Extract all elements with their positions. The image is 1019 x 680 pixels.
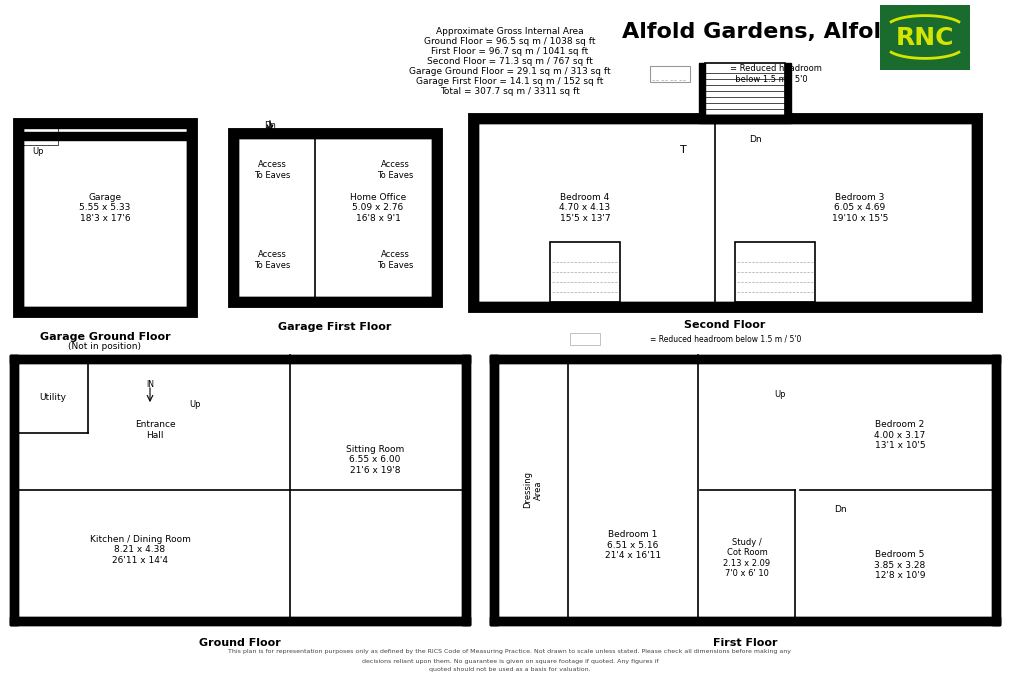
Bar xyxy=(735,242,814,302)
Bar xyxy=(10,617,470,625)
Bar xyxy=(10,617,470,625)
Bar xyxy=(432,130,439,305)
Text: Total = 307.7 sq m / 3311 sq ft: Total = 307.7 sq m / 3311 sq ft xyxy=(439,88,580,97)
Text: Kitchen / Dining Room
8.21 x 4.38
26'11 x 14'4: Kitchen / Dining Room 8.21 x 4.38 26'11 … xyxy=(90,535,191,565)
Bar xyxy=(971,115,979,310)
Bar xyxy=(15,132,195,140)
Text: Dressing
Area: Dressing Area xyxy=(523,471,542,509)
Bar xyxy=(229,130,439,305)
Bar xyxy=(704,115,785,123)
Text: Bedroom 4
4.70 x 4.13
15'5 x 13'7: Bedroom 4 4.70 x 4.13 15'5 x 13'7 xyxy=(558,193,610,223)
Text: Ground Floor = 96.5 sq m / 1038 sq ft: Ground Floor = 96.5 sq m / 1038 sq ft xyxy=(424,37,595,46)
Bar xyxy=(489,355,497,625)
Bar xyxy=(10,355,470,625)
Bar xyxy=(489,617,999,625)
Bar xyxy=(18,123,58,145)
Text: Utility: Utility xyxy=(40,394,66,403)
Bar xyxy=(879,5,969,70)
Bar xyxy=(15,120,195,128)
Text: Up: Up xyxy=(190,401,201,409)
Text: Garage Ground Floor: Garage Ground Floor xyxy=(40,332,170,342)
Text: Access
To Eaves: Access To Eaves xyxy=(254,160,289,180)
Text: Garage
5.55 x 5.33
18'3 x 17'6: Garage 5.55 x 5.33 18'3 x 17'6 xyxy=(79,193,130,223)
Bar xyxy=(470,115,478,310)
Text: Up: Up xyxy=(773,390,785,399)
Text: Bedroom 1
6.51 x 5.16
21'4 x 16'11: Bedroom 1 6.51 x 5.16 21'4 x 16'11 xyxy=(604,530,660,560)
Bar xyxy=(470,302,979,310)
Text: Alfold Gardens, Alfold: Alfold Gardens, Alfold xyxy=(622,22,897,42)
Bar xyxy=(15,307,195,315)
Bar xyxy=(229,130,439,138)
Text: Access
To Eaves: Access To Eaves xyxy=(254,250,289,270)
Bar xyxy=(15,307,195,315)
Text: RNC: RNC xyxy=(895,26,954,50)
Bar xyxy=(229,130,237,305)
Text: Access
To Eaves: Access To Eaves xyxy=(376,160,413,180)
Text: = Reduced headroom below 1.5 m / 5'0: = Reduced headroom below 1.5 m / 5'0 xyxy=(649,335,801,343)
Text: decisions reliant upon them. No guarantee is given on square footage if quoted. : decisions reliant upon them. No guarante… xyxy=(362,658,657,664)
Text: Entrance
Hall: Entrance Hall xyxy=(135,420,175,440)
Text: Ground Floor: Ground Floor xyxy=(199,638,280,648)
Bar xyxy=(186,120,195,315)
Text: quoted should not be used as a basis for valuation.: quoted should not be used as a basis for… xyxy=(429,668,590,673)
Bar xyxy=(229,297,439,305)
Bar xyxy=(186,120,195,315)
Text: Bedroom 5
3.85 x 3.28
12'8 x 10'9: Bedroom 5 3.85 x 3.28 12'8 x 10'9 xyxy=(873,550,924,580)
Text: Dn: Dn xyxy=(833,505,846,515)
Text: T: T xyxy=(679,145,686,155)
Bar xyxy=(432,130,439,305)
Text: Approximate Gross Internal Area: Approximate Gross Internal Area xyxy=(436,27,583,37)
Bar xyxy=(229,130,439,138)
Text: Second Floor: Second Floor xyxy=(684,320,765,330)
Bar xyxy=(489,617,999,625)
Bar xyxy=(470,302,979,310)
Text: = Reduced headroom
  below 1.5 m / 5'0: = Reduced headroom below 1.5 m / 5'0 xyxy=(730,65,821,84)
Bar xyxy=(10,355,18,625)
Bar xyxy=(549,242,620,302)
Text: Bedroom 3
6.05 x 4.69
19'10 x 15'5: Bedroom 3 6.05 x 4.69 19'10 x 15'5 xyxy=(832,193,888,223)
Text: Garage Ground Floor = 29.1 sq m / 313 sq ft: Garage Ground Floor = 29.1 sq m / 313 sq… xyxy=(409,67,610,77)
Bar xyxy=(470,115,979,123)
Bar xyxy=(704,63,785,123)
Bar xyxy=(570,333,599,345)
Text: Dn: Dn xyxy=(748,135,760,145)
Bar xyxy=(489,355,999,363)
Text: Bedroom 2
4.00 x 3.17
13'1 x 10'5: Bedroom 2 4.00 x 3.17 13'1 x 10'5 xyxy=(873,420,924,450)
Text: Dn: Dn xyxy=(264,120,276,129)
Text: Second Floor = 71.3 sq m / 767 sq ft: Second Floor = 71.3 sq m / 767 sq ft xyxy=(427,58,592,67)
Bar xyxy=(229,297,439,305)
Bar xyxy=(470,115,979,310)
Bar xyxy=(10,355,18,625)
Bar xyxy=(971,115,979,310)
Text: This plan is for representation purposes only as defined by the RICS Code of Mea: This plan is for representation purposes… xyxy=(228,649,791,654)
Bar xyxy=(15,120,195,315)
Text: Home Office
5.09 x 2.76
16'8 x 9'1: Home Office 5.09 x 2.76 16'8 x 9'1 xyxy=(350,193,406,223)
Text: First Floor = 96.7 sq m / 1041 sq ft: First Floor = 96.7 sq m / 1041 sq ft xyxy=(431,48,588,56)
Text: First Floor: First Floor xyxy=(712,638,776,648)
Text: Garage First Floor: Garage First Floor xyxy=(278,322,391,332)
Bar xyxy=(470,115,478,310)
Bar xyxy=(462,355,470,625)
Text: IN: IN xyxy=(146,381,154,390)
Bar xyxy=(462,355,470,625)
Text: Sitting Room
6.55 x 6.00
21'6 x 19'8: Sitting Room 6.55 x 6.00 21'6 x 19'8 xyxy=(345,445,404,475)
Bar xyxy=(698,63,704,123)
Bar xyxy=(991,355,999,625)
Bar xyxy=(470,115,979,123)
Bar xyxy=(10,355,470,363)
Text: Up: Up xyxy=(33,146,44,156)
Bar xyxy=(649,66,689,82)
Bar xyxy=(229,130,237,305)
Text: Garage First Floor = 14.1 sq m / 152 sq ft: Garage First Floor = 14.1 sq m / 152 sq … xyxy=(416,78,603,86)
Bar xyxy=(489,355,999,363)
Bar xyxy=(15,120,23,315)
Bar xyxy=(15,120,23,315)
Text: Study /
Cot Room
2.13 x 2.09
7'0 x 6' 10: Study / Cot Room 2.13 x 2.09 7'0 x 6' 10 xyxy=(722,538,769,578)
Bar xyxy=(991,355,999,625)
Text: Access
To Eaves: Access To Eaves xyxy=(376,250,413,270)
Bar xyxy=(785,63,790,123)
Bar xyxy=(10,355,470,363)
Text: (Not in position): (Not in position) xyxy=(68,343,142,352)
Bar xyxy=(489,355,497,625)
